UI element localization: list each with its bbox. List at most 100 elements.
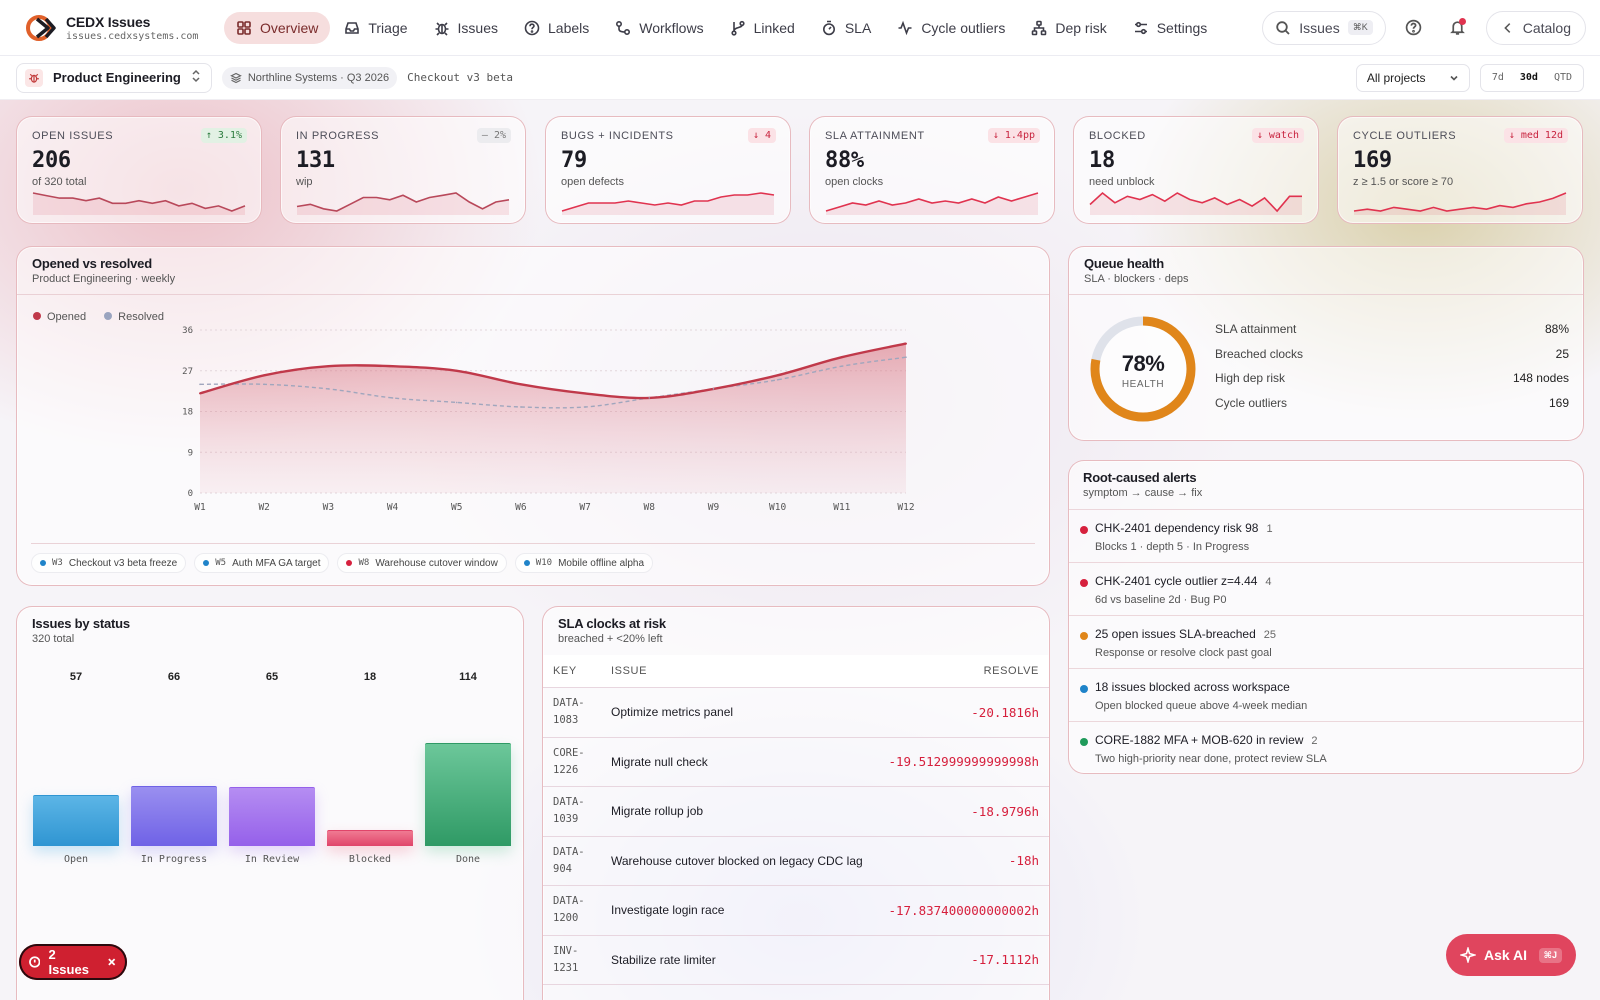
timer-icon [822, 20, 835, 35]
sparkle-icon [1460, 947, 1476, 963]
status-bar[interactable] [131, 786, 217, 846]
project-filter-value: All projects [1366, 70, 1426, 85]
sla-key-prefix: DATA- [553, 796, 585, 809]
sla-row[interactable]: DATA- 1039 Migrate rollup job -18.9796h [543, 786, 1049, 836]
alert-item[interactable]: CORE-1882 MFA + MOB-620 in review 2 Two hi… [1069, 721, 1583, 774]
x-tick-label: W3 [323, 502, 334, 513]
kpi-card[interactable]: Open issues ↑ 3.1% 206 of 320 total [16, 116, 262, 224]
milestone-chip[interactable]: W3 Checkout v3 beta freeze [31, 553, 187, 573]
project-filter-select[interactable]: All projects [1355, 63, 1470, 92]
status-bar[interactable] [33, 794, 119, 846]
workspace-select[interactable]: Product Engineering [16, 62, 212, 93]
sparkline-area [562, 193, 774, 215]
sla-row[interactable]: DATA- 904 Warehouse cutover blocked on leg… [543, 835, 1049, 886]
alert-sub: 6d vs baseline 2d · Bug P0 [1095, 594, 1227, 606]
legend-opened[interactable]: Opened [33, 311, 86, 323]
sparkline-line [32, 192, 246, 212]
workspace-name: Product Engineering [53, 70, 181, 85]
ask-ai-label: Ask AI [1484, 947, 1528, 963]
kpi-card[interactable]: Cycle outliers ↓ med 12d 169 z ≥ 1.5 or sco… [1337, 116, 1583, 224]
x-tick-label: W5 [451, 502, 462, 513]
kpi-delta: ↓ med 12d [1503, 128, 1568, 143]
nav-dep-risk[interactable]: Dep risk [1019, 12, 1118, 44]
milestone-chip[interactable]: W8 Warehouse cutover window [337, 553, 507, 573]
issues-toast[interactable]: 2 Issues [19, 944, 127, 980]
range-7d[interactable]: 7d [1491, 72, 1504, 83]
kpi-card[interactable]: Blocked ↓ watch 18 need unblock [1073, 116, 1319, 224]
alert-item[interactable]: CHK-2401 dependency risk 98 1 Blocks 1 · d… [1069, 509, 1583, 562]
opened-point [519, 383, 522, 386]
close-icon[interactable] [106, 956, 117, 968]
sla-table: KEY ISSUE RESOLVE DATA- 1083 Optimize metr… [543, 655, 1049, 1000]
alert-count: 25 [1263, 629, 1277, 641]
catalog-button[interactable]: Catalog [1485, 10, 1586, 45]
alert-item[interactable]: CHK-2401 cycle outlier z=4.44 4 6d vs base… [1069, 562, 1583, 615]
alert-item[interactable]: 18 issues blocked across workspace Open b… [1069, 668, 1583, 721]
milestone-week: W10 [535, 558, 553, 568]
resolved-point [391, 397, 394, 399]
sparkline-area [33, 193, 245, 215]
search-button[interactable]: Issues ⌘K [1262, 10, 1386, 45]
nav-linked[interactable]: Linked [718, 12, 807, 44]
notifications-button[interactable] [1442, 12, 1474, 44]
sla-col-resolve[interactable]: RESOLVE [983, 665, 1039, 677]
legend-resolved[interactable]: Resolved [104, 311, 164, 323]
nav-labels[interactable]: Labels [512, 12, 601, 44]
queue-health-card: Queue health SLA · blockers · deps 78% H… [1068, 246, 1584, 441]
nav-overview[interactable]: Overview [224, 11, 331, 44]
kpi-label: Open issues [32, 130, 114, 142]
sla-resolve: -17.1112h [971, 952, 1039, 968]
nav-cycle-outliers[interactable]: Cycle outliers [885, 12, 1017, 44]
nav-issues[interactable]: Issues [422, 12, 510, 44]
sla-issue: Warehouse cutover blocked on legacy CDC … [611, 853, 863, 868]
nav-settings[interactable]: Settings [1121, 12, 1220, 44]
status-bar[interactable] [425, 743, 511, 846]
sla-row[interactable]: DATA- 1083 Optimize metrics panel -20.1816h [543, 687, 1049, 737]
status-bar[interactable] [327, 829, 413, 846]
resolved-point [648, 397, 651, 399]
kpi-card[interactable]: In progress — 2% 131 wip [280, 116, 526, 224]
sparkline-area [826, 193, 1038, 215]
alert-item[interactable]: 25 open issues SLA-breached 25 Response or… [1069, 615, 1583, 668]
alert-title: 25 open issues SLA-breached [1095, 627, 1256, 641]
kpi-value: 79 [561, 148, 587, 173]
help-button[interactable] [1398, 12, 1430, 44]
search-label: Issues [1299, 19, 1340, 36]
sla-col-key[interactable]: KEY [553, 665, 577, 677]
ask-ai-shortcut: ⌘J [1538, 947, 1562, 963]
milestone-dot [203, 560, 210, 566]
sla-key-prefix: DATA- [553, 697, 585, 710]
nav-sla-label: SLA [844, 19, 872, 36]
qh-value: 148 nodes [1512, 371, 1569, 386]
status-bar[interactable] [229, 787, 315, 846]
kpi-card[interactable]: Bugs + incidents ↓ 4 79 open defects [545, 116, 791, 224]
sla-row[interactable]: CORE- 1226 Migrate null check -19.512999999… [543, 736, 1049, 787]
milestone-chip[interactable]: W10 Mobile offline alpha [514, 553, 654, 573]
kpi-value: 131 [296, 148, 335, 173]
nav-workflows[interactable]: Workflows [603, 12, 715, 44]
opened-point [584, 392, 587, 395]
x-tick-label: W10 [769, 502, 786, 513]
app-title: CEDX Issues [66, 13, 151, 30]
donut-fill [1090, 316, 1196, 422]
sla-row[interactable]: INV- 1231 Stabilize rate limiter -17.1112h [543, 934, 1049, 985]
nav-sla[interactable]: SLA [809, 12, 883, 44]
alert-list: CHK-2401 dependency risk 98 1 Blocks 1 · d… [1069, 509, 1583, 774]
sla-row[interactable]: DATA- 1200 Investigate login race -17.83740… [543, 885, 1049, 935]
ask-ai-button[interactable]: Ask AI ⌘J [1446, 934, 1576, 976]
sparkline-line [561, 192, 775, 212]
range-qtd[interactable]: QTD [1553, 72, 1572, 83]
issues-toast-label: 2 Issues [48, 947, 89, 977]
status-bar-label: Open [63, 854, 89, 865]
queue-health-title: Queue health [1084, 256, 1164, 271]
range-30d[interactable]: 30d [1519, 72, 1538, 83]
sla-resolve: -19.512999999999998h [888, 754, 1039, 770]
kpi-sparkline [32, 192, 246, 215]
sla-col-issue[interactable]: ISSUE [611, 665, 648, 677]
nav-triage[interactable]: Triage [332, 12, 419, 44]
x-tick-label: W4 [387, 502, 399, 513]
sla-row[interactable]: SHI- [543, 984, 1049, 1000]
kpi-card[interactable]: SLA attainment ↓ 1.4pp 88% open clocks [809, 116, 1055, 224]
milestone-chip[interactable]: W5 Auth MFA GA target [194, 553, 330, 573]
brand[interactable]: CEDX Issues issues.cedxsystems.com [26, 13, 216, 43]
